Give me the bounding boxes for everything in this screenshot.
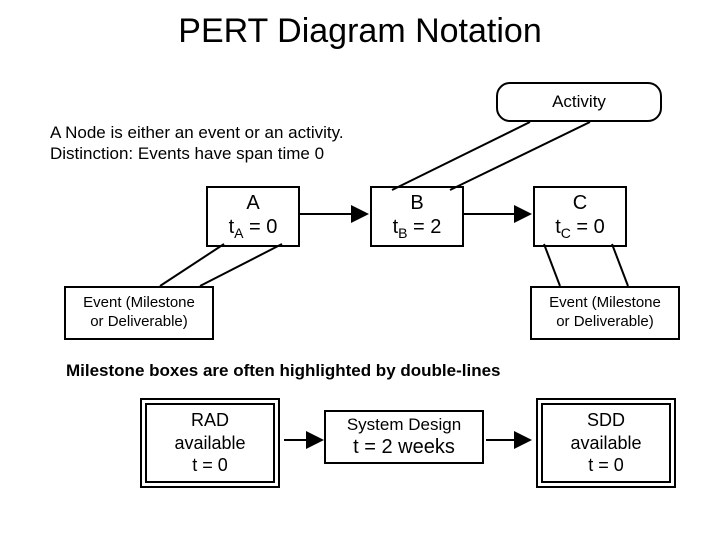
node-b-sub: B [398,225,407,241]
node-c-val: 0 [594,216,605,238]
node-system-design: System Design t = 2 weeks [324,410,484,464]
intro-line-1: A Node is either an event or an activity… [50,123,344,142]
sys-title: System Design [347,415,461,434]
activity-callout-label: Activity [552,92,606,112]
sys-time: t = 2 weeks [353,436,455,458]
event-right-line-b [612,244,628,286]
sdd-line-3: t = 0 [588,455,624,475]
dbl-node-sdd: SDD available t = 0 [536,398,676,488]
event-milestone-right: Event (Milestone or Deliverable) [530,286,680,340]
intro-text: A Node is either an event or an activity… [50,122,344,165]
node-a-sub: A [234,225,243,241]
event-right-line-a [544,244,560,286]
dbl-node-rad: RAD available t = 0 [140,398,280,488]
event-left-line-2: or Deliverable) [90,313,188,330]
node-c-sub: C [561,225,571,241]
node-c: C tC = 0 [533,186,627,247]
callout-line-left [392,122,530,190]
event-right-line-1: Event (Milestone [549,294,661,311]
callout-line-right [450,122,590,190]
node-b-val: 2 [430,216,441,238]
intro-line-2: Distinction: Events have span time 0 [50,144,324,163]
activity-callout: Activity [496,82,662,122]
node-c-letter: C [573,192,587,214]
node-a-letter: A [246,192,259,214]
event-left-line-1: Event (Milestone [83,294,195,311]
event-right-line-2: or Deliverable) [556,313,654,330]
rad-line-1: RAD [191,410,229,430]
event-left-line-b [200,244,282,286]
node-b-letter: B [410,192,423,214]
node-a: A tA = 0 [206,186,300,247]
rad-line-2: available [174,433,245,453]
page-title: PERT Diagram Notation [0,12,720,51]
milestone-note: Milestone boxes are often highlighted by… [66,360,501,381]
event-milestone-left: Event (Milestone or Deliverable) [64,286,214,340]
event-left-line-a [160,244,224,286]
node-b: B tB = 2 [370,186,464,247]
rad-line-3: t = 0 [192,455,228,475]
sdd-line-2: available [570,433,641,453]
node-a-val: 0 [266,216,277,238]
sdd-line-1: SDD [587,410,625,430]
